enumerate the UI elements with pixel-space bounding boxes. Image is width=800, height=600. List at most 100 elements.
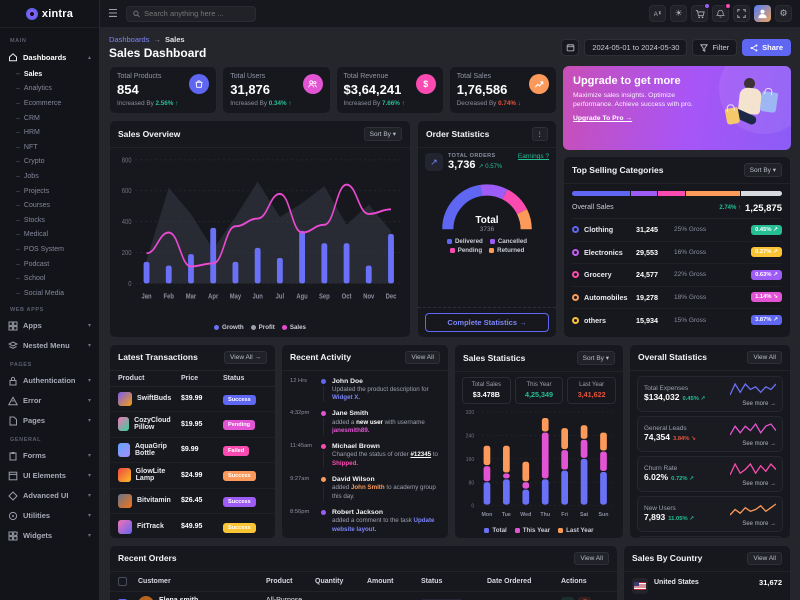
topbar: ☰ A ☀ <box>100 0 800 28</box>
sidebar-subitem-podcast[interactable]: – Podcast <box>16 260 50 268</box>
see-more-link[interactable]: See more → <box>742 440 776 447</box>
gauge-center-value: 3736 <box>479 226 495 233</box>
menu-toggle-icon[interactable]: ☰ <box>108 8 118 20</box>
sidebar-subitem-projects[interactable]: – Projects <box>16 187 50 195</box>
activity-user-name: John Doe <box>332 377 363 385</box>
stat-card-total-products: Total Products 854 Increased By 2.56% ↑ <box>109 66 218 114</box>
user-avatar[interactable] <box>754 5 771 22</box>
sidebar-item-nested-menu[interactable]: Nested Menu ▾ <box>0 336 99 356</box>
chevron-up-icon: ▴ <box>87 54 91 61</box>
stat-value: $3,64,241 <box>343 82 402 97</box>
recent-orders-head: Recent Orders View All <box>110 546 617 572</box>
sidebar-item-forms[interactable]: Forms ▾ <box>0 446 99 466</box>
sales-overview-card: Sales Overview Sort By ▾ 0 200 400 600 800 Ja… <box>109 120 411 338</box>
svg-text:Jan: Jan <box>142 293 152 301</box>
top-categories-sort-button[interactable]: Sort By ▾ <box>743 163 782 177</box>
search-input[interactable] <box>144 9 249 18</box>
theme-toggle-icon[interactable]: ☀ <box>670 5 687 22</box>
sidebar-subitem-school[interactable]: – School <box>16 275 46 283</box>
brand-logo[interactable]: xintra <box>0 0 99 28</box>
sidebar-item-error[interactable]: Error ▾ <box>0 391 99 411</box>
transaction-row-aquagrip-bottle: AquaGrip Bottle $9.99 Failed <box>110 438 275 463</box>
sidebar-subitem-hrm[interactable]: – HRM <box>16 129 40 137</box>
transactions-view-all-button[interactable]: View All → <box>224 350 267 364</box>
select-all-checkbox[interactable] <box>118 576 127 586</box>
sidebar-item-apps[interactable]: Apps ▾ <box>0 316 99 336</box>
gauge-center: Total 3736 <box>425 215 549 233</box>
overall-statistics-title: Overall Statistics <box>638 352 707 362</box>
stat-value: 1,76,586 <box>456 82 508 97</box>
sidebar-subitem-stocks[interactable]: – Stocks <box>16 216 45 224</box>
order-statistics-body: ↗ TOTAL ORDERS 3,736 ↗ 0.57% Earnings <box>418 148 556 258</box>
topbar-actions: A ☀ ⚙ <box>649 3 792 22</box>
sales-statistics-title: Sales Statistics <box>463 352 526 363</box>
sidebar-subitem-nft[interactable]: – NFT <box>16 143 38 151</box>
sidebar-subitem-jobs[interactable]: – Jobs <box>16 172 39 180</box>
product-thumbnail <box>118 468 131 483</box>
chevron-down-icon: ▾ <box>87 378 91 384</box>
activity-view-all-button[interactable]: View All <box>405 350 440 364</box>
latest-transactions-title: Latest Transactions <box>118 352 198 362</box>
page-head: Dashboards → Sales Sales Dashboard 2024-… <box>109 35 791 60</box>
sales-overview-sort-button[interactable]: Sort By ▾ <box>363 127 402 141</box>
share-button[interactable]: Share <box>742 39 791 56</box>
see-more-link[interactable]: See more → <box>742 400 776 407</box>
overall-view-all-button[interactable]: View All <box>747 350 782 364</box>
top-categories-body: Overall Sales 2.74% ↑ 1,25,875 Clothing 3… <box>564 184 790 337</box>
settings-gear-icon[interactable]: ⚙ <box>775 5 792 22</box>
warning-icon <box>8 395 18 406</box>
filter-button[interactable]: Filter <box>692 39 738 56</box>
category-change-badge: 0.27% ↗ <box>751 247 782 258</box>
sidebar-subitem-ecommerce[interactable]: – Ecommerce <box>16 99 62 107</box>
complete-statistics-button[interactable]: Complete Statistics → <box>425 312 549 332</box>
translate-icon[interactable]: A <box>649 5 666 22</box>
breadcrumb-dashboards[interactable]: Dashboards <box>109 35 150 44</box>
sidebar-subitem-medical[interactable]: – Medical <box>16 231 49 239</box>
sidebar-subitem-courses[interactable]: – Courses <box>16 202 50 210</box>
upgrade-pro-link[interactable]: Upgrade To Pro → <box>573 115 633 123</box>
country-view-all-button[interactable]: View All <box>747 551 782 565</box>
sidebar-item-utilities[interactable]: Utilities ▾ <box>0 506 99 526</box>
stat-value: 31,876 <box>230 82 271 97</box>
svg-text:Jul: Jul <box>276 293 285 301</box>
sidebar-subitem-analytics[interactable]: – Analytics <box>16 85 52 93</box>
svg-text:A: A <box>654 12 658 18</box>
order-row-elena-smith: ✓EElena smithelenasmith387@gmail.comAll-… <box>110 592 617 600</box>
transaction-row-swiftbuds: SwiftBuds $39.99 Success <box>110 387 275 412</box>
calendar-icon <box>566 44 575 52</box>
sidebar-subitem-sales[interactable]: – Sales <box>16 70 43 78</box>
stat-change: Increased By 0.34% ↑ <box>230 100 292 107</box>
sales-statistics-head: Sales Statistics Sort By ▾ <box>455 345 623 372</box>
sales-statistics-sort-button[interactable]: Sort By ▾ <box>576 350 615 365</box>
bell-icon[interactable] <box>712 3 731 22</box>
dollar-icon: $ <box>415 74 436 94</box>
orders-view-all-button[interactable]: View All <box>574 551 609 565</box>
see-more-link[interactable]: See more → <box>742 520 776 527</box>
sidebar-item-widgets[interactable]: Widgets ▾ <box>0 526 99 546</box>
sidebar-item-ui-elements[interactable]: UI Elements ▾ <box>0 466 99 486</box>
earnings-link[interactable]: Earnings ? <box>517 153 549 160</box>
cart-icon[interactable] <box>691 3 710 22</box>
status-badge: Pending <box>223 420 256 431</box>
sidebar-subitem-crm[interactable]: – CRM <box>16 114 40 122</box>
svg-text:240: 240 <box>466 433 475 439</box>
order-statistics-menu-icon[interactable]: ⋮ <box>531 127 548 141</box>
sidebar-subitem-pos-system[interactable]: – POS System <box>16 245 64 253</box>
sidebar-subitem-social-media[interactable]: – Social Media <box>16 289 64 297</box>
calendar-button[interactable] <box>561 39 580 56</box>
sidebar-item-advanced-ui[interactable]: Advanced UI ▾ <box>0 486 99 506</box>
category-row-automobiles: Automobiles 19,278 18% Gross 1.14% ↘ <box>572 287 782 309</box>
see-more-link[interactable]: See more → <box>742 480 776 487</box>
svg-text:200: 200 <box>122 249 132 257</box>
sidebar-item-pages[interactable]: Pages ▾ <box>0 411 99 431</box>
sales-statistics-svg: 0 80 160 240 320 Mon Tue Wed Thu Fri Sat Sun <box>466 410 614 517</box>
latest-transactions-head: Latest Transactions View All → <box>110 345 275 371</box>
date-range-field[interactable]: 2024-05-01 to 2024-05-30 <box>584 39 688 56</box>
sidebar-subitem-crypto[interactable]: – Crypto <box>16 158 45 166</box>
fullscreen-icon[interactable] <box>733 5 750 22</box>
search-box[interactable] <box>125 5 256 22</box>
shopping-bag-icon <box>724 106 741 126</box>
sidebar-item-authentication[interactable]: Authentication ▾ <box>0 371 99 391</box>
sidebar-item-dashboards[interactable]: Dashboards ▴ <box>0 47 99 67</box>
transactions-header-row: Product Price Status <box>110 371 275 387</box>
